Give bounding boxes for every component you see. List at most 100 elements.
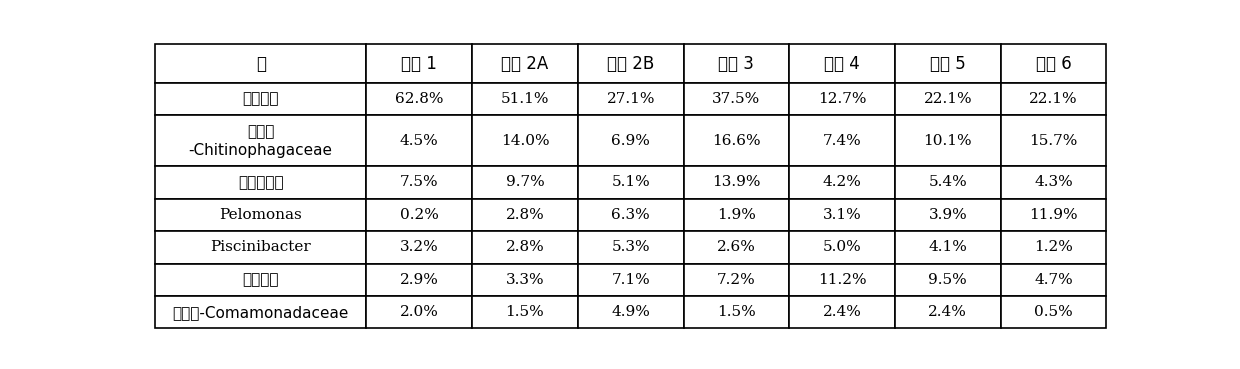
Bar: [367, 199, 472, 231]
Bar: [683, 44, 790, 83]
Text: 未分类
-Chitinophagaceae: 未分类 -Chitinophagaceae: [188, 124, 332, 158]
Bar: [578, 166, 683, 199]
Bar: [683, 199, 790, 231]
Bar: [367, 44, 472, 83]
Text: 2.9%: 2.9%: [399, 273, 439, 287]
Bar: [155, 263, 367, 296]
Bar: [1001, 83, 1106, 115]
Text: 2.4%: 2.4%: [822, 305, 862, 319]
Bar: [155, 166, 367, 199]
Text: 甲基弯曲菌: 甲基弯曲菌: [238, 175, 284, 190]
Bar: [155, 44, 367, 83]
Bar: [683, 83, 790, 115]
Bar: [155, 231, 367, 263]
Bar: [895, 199, 1001, 231]
Text: 4.2%: 4.2%: [822, 176, 862, 190]
Bar: [155, 199, 367, 231]
Text: 3.1%: 3.1%: [823, 208, 862, 222]
Bar: [578, 263, 683, 296]
Bar: [367, 263, 472, 296]
Text: 7.1%: 7.1%: [611, 273, 650, 287]
Bar: [789, 44, 895, 83]
Bar: [472, 44, 578, 83]
Text: 7.4%: 7.4%: [823, 134, 862, 148]
Bar: [1001, 296, 1106, 328]
Bar: [1001, 231, 1106, 263]
Bar: [1001, 166, 1106, 199]
Bar: [789, 263, 895, 296]
Text: 16.6%: 16.6%: [712, 134, 760, 148]
Text: 阶段 1: 阶段 1: [402, 55, 438, 73]
Bar: [472, 231, 578, 263]
Text: 9.5%: 9.5%: [929, 273, 967, 287]
Bar: [895, 115, 1001, 166]
Bar: [1001, 199, 1106, 231]
Text: 0.5%: 0.5%: [1034, 305, 1073, 319]
Bar: [789, 115, 895, 166]
Bar: [895, 44, 1001, 83]
Text: 亚栖热菌: 亚栖热菌: [243, 92, 279, 107]
Text: 6.9%: 6.9%: [611, 134, 650, 148]
Bar: [683, 296, 790, 328]
Text: 10.1%: 10.1%: [924, 134, 972, 148]
Text: 1.9%: 1.9%: [717, 208, 756, 222]
Text: 1.5%: 1.5%: [717, 305, 756, 319]
Bar: [578, 44, 683, 83]
Text: 5.4%: 5.4%: [929, 176, 967, 190]
Bar: [683, 115, 790, 166]
Text: 37.5%: 37.5%: [712, 92, 760, 106]
Bar: [1001, 115, 1106, 166]
Text: 14.0%: 14.0%: [501, 134, 549, 148]
Bar: [578, 296, 683, 328]
Text: 11.9%: 11.9%: [1029, 208, 1078, 222]
Bar: [472, 263, 578, 296]
Bar: [578, 231, 683, 263]
Bar: [155, 83, 367, 115]
Text: 2.8%: 2.8%: [506, 208, 544, 222]
Bar: [155, 115, 367, 166]
Text: 15.7%: 15.7%: [1029, 134, 1078, 148]
Bar: [367, 296, 472, 328]
Bar: [472, 296, 578, 328]
Text: 11.2%: 11.2%: [818, 273, 867, 287]
Bar: [472, 199, 578, 231]
Bar: [789, 296, 895, 328]
Text: 阶段 3: 阶段 3: [718, 55, 754, 73]
Text: 4.1%: 4.1%: [929, 240, 967, 254]
Bar: [578, 115, 683, 166]
Bar: [895, 263, 1001, 296]
Text: 6.3%: 6.3%: [611, 208, 650, 222]
Text: 9.7%: 9.7%: [506, 176, 544, 190]
Text: 3.3%: 3.3%: [506, 273, 544, 287]
Text: 4.7%: 4.7%: [1034, 273, 1073, 287]
Bar: [895, 231, 1001, 263]
Text: 22.1%: 22.1%: [1029, 92, 1078, 106]
Bar: [155, 296, 367, 328]
Bar: [789, 231, 895, 263]
Text: 22.1%: 22.1%: [924, 92, 972, 106]
Text: 13.9%: 13.9%: [712, 176, 760, 190]
Bar: [578, 83, 683, 115]
Text: 阶段 6: 阶段 6: [1035, 55, 1071, 73]
Bar: [367, 166, 472, 199]
Text: 4.5%: 4.5%: [399, 134, 439, 148]
Bar: [895, 166, 1001, 199]
Text: 2.0%: 2.0%: [399, 305, 439, 319]
Text: Pelomonas: Pelomonas: [219, 208, 303, 222]
Text: 5.3%: 5.3%: [611, 240, 650, 254]
Bar: [789, 199, 895, 231]
Text: 3.9%: 3.9%: [929, 208, 967, 222]
Text: 属: 属: [255, 55, 265, 73]
Text: 4.9%: 4.9%: [611, 305, 650, 319]
Bar: [1001, 44, 1106, 83]
Text: 27.1%: 27.1%: [606, 92, 655, 106]
Text: 3.2%: 3.2%: [399, 240, 439, 254]
Bar: [472, 83, 578, 115]
Bar: [472, 115, 578, 166]
Bar: [367, 231, 472, 263]
Text: 2.4%: 2.4%: [929, 305, 967, 319]
Text: 2.8%: 2.8%: [506, 240, 544, 254]
Text: 未分类-Comamonadaceae: 未分类-Comamonadaceae: [172, 305, 348, 320]
Text: 51.1%: 51.1%: [501, 92, 549, 106]
Bar: [683, 231, 790, 263]
